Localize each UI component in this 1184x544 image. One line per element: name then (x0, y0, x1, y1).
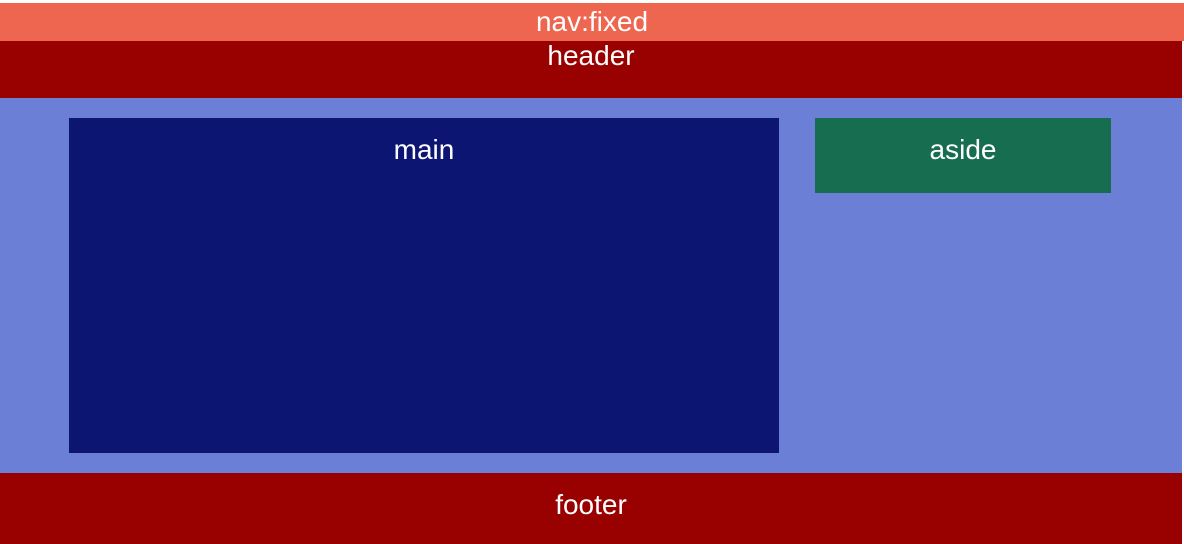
content-container: main aside (0, 98, 1182, 473)
footer-region: footer (0, 473, 1182, 544)
main-region: main (69, 118, 779, 453)
main-label: main (393, 134, 455, 165)
aside-label: aside (929, 134, 997, 165)
footer-label: footer (555, 489, 627, 520)
aside-region: aside (815, 118, 1111, 193)
nav-label: nav:fixed (535, 6, 649, 37)
header-region: header (0, 41, 1182, 98)
header-label: header (547, 40, 635, 71)
nav-bar: nav:fixed (0, 3, 1184, 41)
